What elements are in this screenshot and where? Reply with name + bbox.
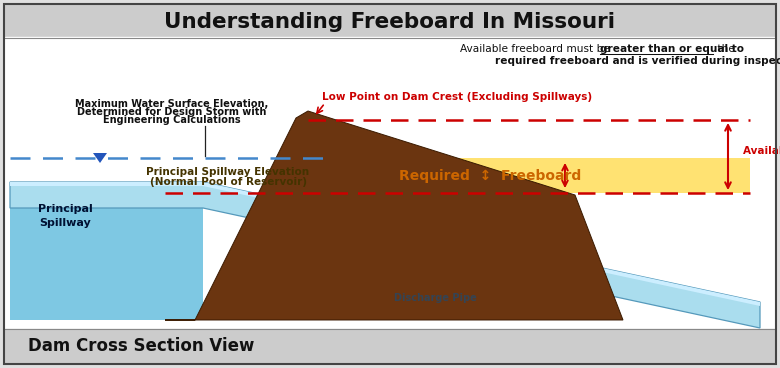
Bar: [5, 329, 775, 363]
Text: the: the: [714, 44, 735, 54]
Text: required freeboard and is verified during inspection.: required freeboard and is verified durin…: [495, 56, 780, 66]
Text: Principal
Spillway: Principal Spillway: [37, 204, 92, 227]
Polygon shape: [323, 158, 750, 193]
Polygon shape: [10, 182, 760, 328]
Text: Maximum Water Surface Elevation,: Maximum Water Surface Elevation,: [76, 99, 268, 109]
Text: Available Freeboard: Available Freeboard: [743, 146, 780, 156]
Text: greater than or equal to: greater than or equal to: [600, 44, 744, 54]
Bar: [5, 37, 775, 329]
Text: Low Point on Dam Crest (Excluding Spillways): Low Point on Dam Crest (Excluding Spillw…: [322, 92, 592, 102]
Polygon shape: [165, 111, 623, 320]
Text: Required  ↕  Freeboard: Required ↕ Freeboard: [399, 169, 581, 183]
Polygon shape: [10, 182, 760, 306]
Text: Engineering Calculations: Engineering Calculations: [103, 115, 241, 125]
Text: Available freeboard must be: Available freeboard must be: [460, 44, 613, 54]
Text: Determined for Design Storm with: Determined for Design Storm with: [77, 107, 267, 117]
Text: Principal Spillway Elevation: Principal Spillway Elevation: [147, 167, 310, 177]
Text: Discharge Pipe: Discharge Pipe: [394, 293, 477, 303]
Polygon shape: [93, 153, 107, 163]
Text: Dam Cross Section View: Dam Cross Section View: [28, 337, 254, 355]
Text: Understanding Freeboard In Missouri: Understanding Freeboard In Missouri: [165, 11, 615, 32]
Bar: [5, 5, 775, 37]
Text: (Normal Pool of Reservoir): (Normal Pool of Reservoir): [150, 177, 307, 187]
Polygon shape: [10, 189, 203, 320]
